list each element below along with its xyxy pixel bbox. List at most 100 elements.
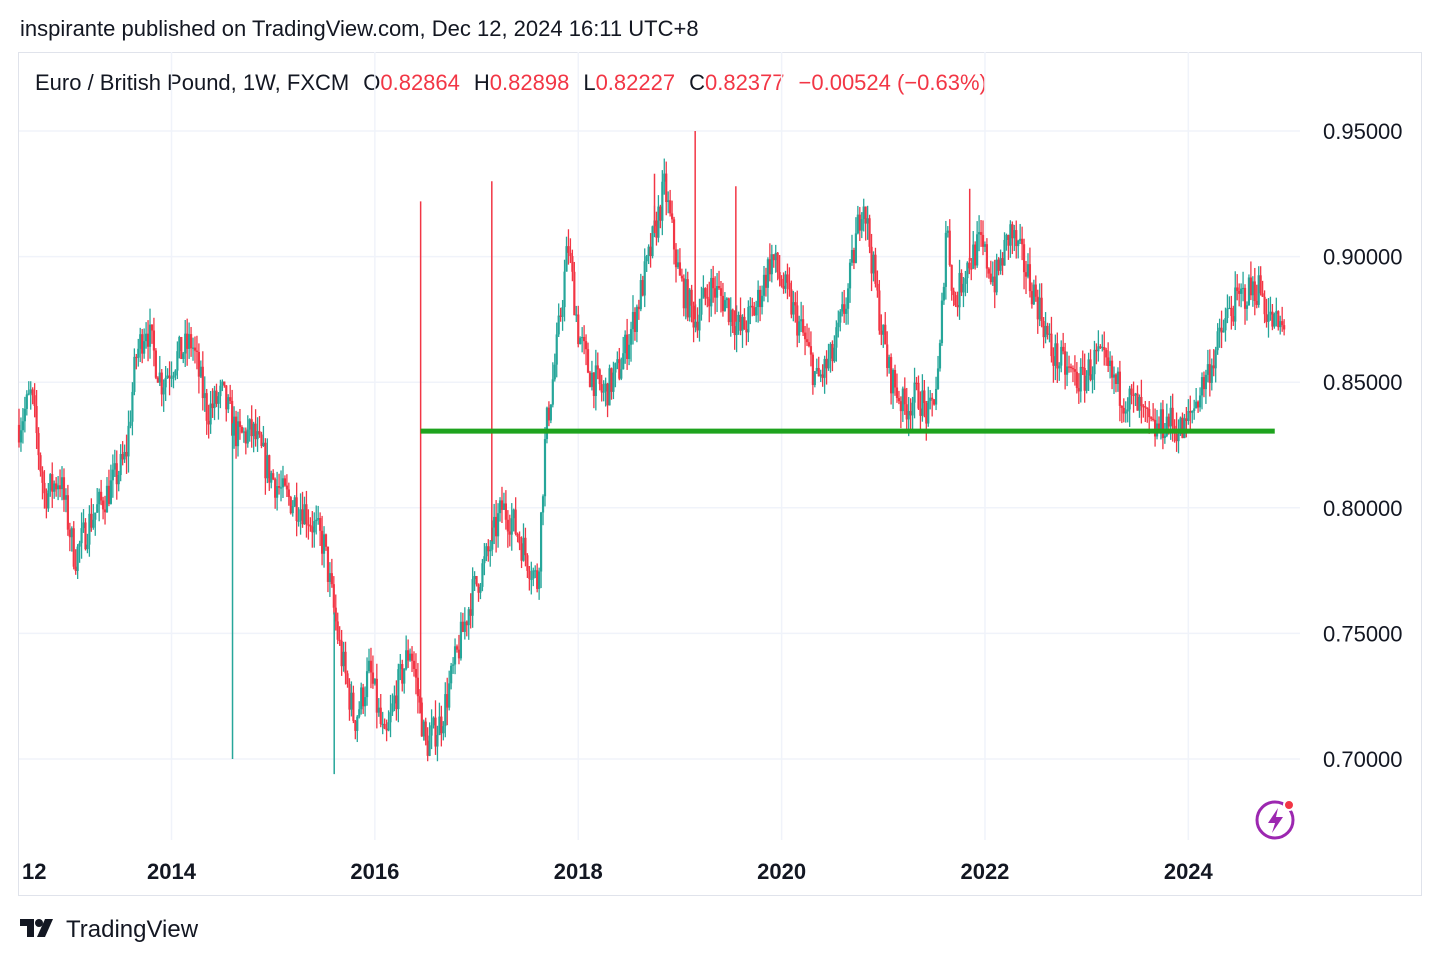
chart-frame[interactable] <box>18 52 1422 896</box>
candle-body <box>1269 311 1272 315</box>
candle-body <box>297 520 300 522</box>
candle-body <box>1071 368 1075 370</box>
candle-body <box>567 246 570 253</box>
candle-body <box>21 421 25 431</box>
candle-body <box>956 305 959 308</box>
candle-body <box>367 660 371 672</box>
candle-body <box>432 717 435 726</box>
candle-body <box>858 214 861 231</box>
candle-body <box>342 651 345 667</box>
candle-body <box>500 500 504 510</box>
candle-body <box>1236 287 1239 291</box>
candle-body <box>708 298 711 307</box>
candle-body <box>1024 272 1028 277</box>
candle-body <box>1067 366 1071 368</box>
candle-body <box>805 339 809 343</box>
candle-body <box>385 728 388 731</box>
candle-body <box>217 396 220 404</box>
candle-body <box>469 609 472 616</box>
candle-body <box>1069 366 1073 369</box>
candle-body <box>833 347 836 362</box>
footer-logo[interactable]: TradingView <box>20 916 198 944</box>
candle-body <box>49 474 52 491</box>
x-tick-label: 12 <box>22 859 46 884</box>
candle-body <box>1064 351 1067 375</box>
candle-body <box>27 393 30 395</box>
candle-body <box>240 426 244 433</box>
candle-body <box>598 369 601 385</box>
candle-body <box>1077 388 1080 392</box>
candle-body <box>1085 375 1088 391</box>
candle-body <box>1032 284 1035 305</box>
candle-body <box>815 367 818 372</box>
candle-body <box>915 382 918 384</box>
candle-body <box>786 274 789 283</box>
candle-body <box>1013 230 1016 239</box>
candle-body <box>1118 371 1121 406</box>
candle-body <box>317 518 320 520</box>
candle-body <box>696 321 699 331</box>
candle-body <box>371 672 375 684</box>
candle-body <box>293 497 296 507</box>
candle-body <box>1161 409 1164 439</box>
candle-body <box>1101 346 1104 349</box>
candle-body <box>747 306 750 333</box>
candle-body <box>938 343 942 369</box>
candle-body <box>1177 434 1180 442</box>
candle-body <box>1011 224 1014 239</box>
candle-body <box>465 621 468 626</box>
candle-body <box>1241 287 1245 290</box>
candle-body <box>379 707 382 724</box>
candle-body <box>135 356 138 359</box>
candle-body <box>1095 349 1098 352</box>
candle-body <box>422 721 425 737</box>
candle-body <box>1175 429 1178 442</box>
candle-body <box>1038 297 1041 320</box>
candle-body <box>538 571 541 589</box>
candle-body <box>1093 349 1096 375</box>
candle-body <box>426 740 429 756</box>
candle-body <box>440 716 443 734</box>
candle-body <box>637 306 640 310</box>
candle-body <box>55 483 58 490</box>
candle-body <box>852 250 856 263</box>
lightning-bolt-icon[interactable] <box>1254 798 1298 847</box>
candle-body <box>164 377 167 388</box>
candle-body <box>1259 275 1262 294</box>
candle-body <box>96 504 99 513</box>
candle-body <box>553 364 556 380</box>
candle-body <box>917 382 920 409</box>
candle-body <box>891 369 895 394</box>
candle-body <box>274 479 277 498</box>
candle-body <box>121 453 124 460</box>
candle-body <box>802 319 805 333</box>
candle-body <box>667 200 670 203</box>
candle-body <box>931 397 934 400</box>
candle-body <box>811 354 814 385</box>
candle-body <box>821 374 824 378</box>
candle-body <box>993 276 996 293</box>
candle-body <box>418 696 421 703</box>
candle-body <box>616 359 619 364</box>
candle-body <box>1206 364 1209 375</box>
candle-body <box>757 289 760 308</box>
candle-body <box>1056 343 1059 369</box>
tradingview-logo-icon <box>20 917 58 944</box>
candle-body <box>911 402 914 416</box>
y-tick-label: 0.90000 <box>1323 245 1403 270</box>
candle-body <box>952 290 955 296</box>
candle-body <box>809 346 813 355</box>
candle-body <box>188 334 191 349</box>
candle-body <box>201 366 204 399</box>
candle-body <box>244 431 247 444</box>
candle-body <box>817 367 820 377</box>
candle-body <box>1222 330 1225 333</box>
candle-body <box>626 334 629 359</box>
candle-body <box>430 725 433 736</box>
candle-body <box>205 393 208 421</box>
candle-body <box>463 621 466 632</box>
candle-body <box>74 566 77 571</box>
candle-body <box>1075 371 1078 389</box>
candle-body <box>655 220 658 238</box>
